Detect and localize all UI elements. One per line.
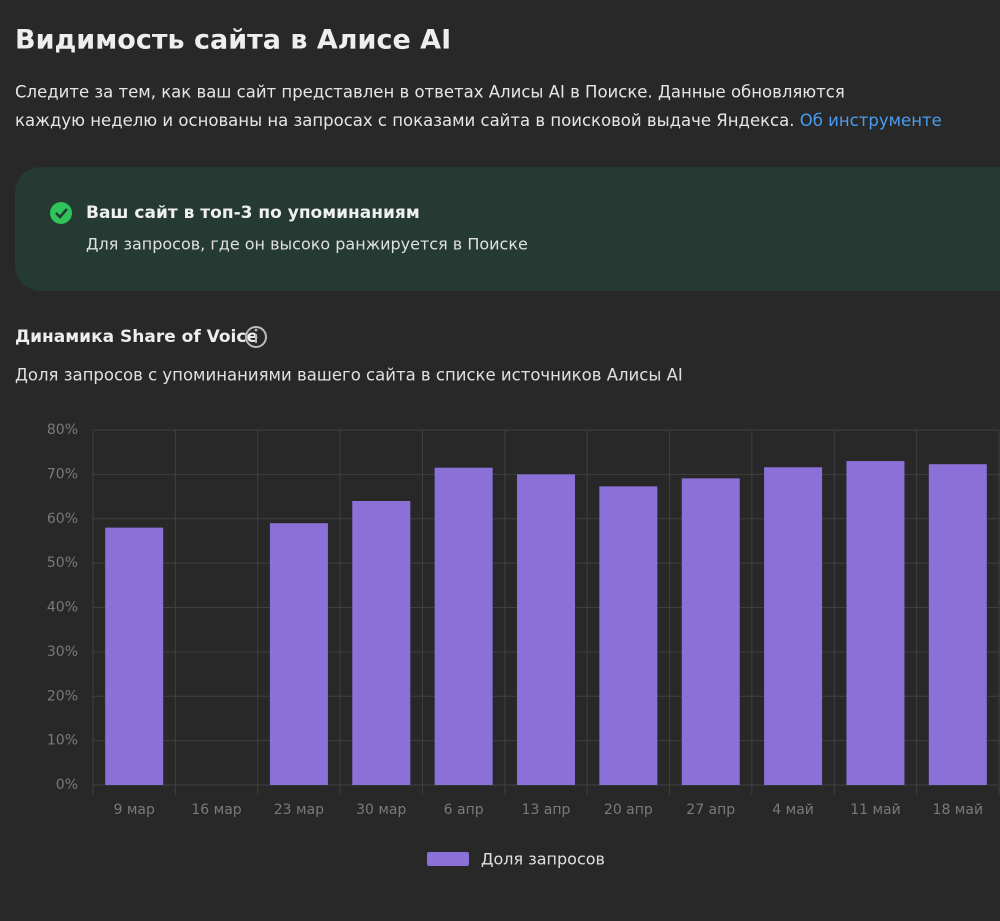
page-title: Видимость сайта в Алисе AI [15, 25, 451, 56]
x-tick-label: 23 мар [274, 802, 324, 818]
x-tick-label: 13 апр [522, 802, 571, 818]
x-tick-label: 20 апр [604, 802, 653, 818]
bar [928, 464, 987, 785]
banner-text: Для запросов, где он высоко ранжируется … [86, 235, 528, 254]
plot: 0% 10% 20% 30% 40% 50% 60% 70% 80% 9 мар 16 мар 23 … [47, 422, 1000, 869]
x-tick-label: 4 май [772, 802, 814, 818]
x-tick-label: 11 май [850, 802, 901, 818]
legend-swatch [427, 852, 469, 866]
y-tick-label: 50% [47, 555, 78, 571]
x-tick-label: 16 мар [191, 802, 241, 818]
x-tick-label: 9 мар [113, 802, 154, 818]
x-tick-label: 27 апр [686, 802, 735, 818]
bar [352, 501, 411, 785]
x-tick-label: 30 мар [356, 802, 406, 818]
info-circle[interactable] [245, 326, 267, 348]
description: каждую неделю и основаны на запросах с п… [15, 111, 942, 130]
y-tick-label: 30% [47, 644, 78, 660]
y-tick-label: 40% [47, 600, 78, 616]
bar [517, 474, 575, 785]
info-dot[interactable] [254, 328, 258, 332]
bar [434, 467, 493, 785]
y-tick-label: 70% [47, 466, 78, 482]
y-tick-label: 80% [47, 422, 78, 438]
bar [681, 478, 740, 785]
link[interactable]: Об инструменте [800, 111, 942, 130]
legend-label: Доля запросов [481, 850, 605, 869]
bar [846, 461, 905, 785]
check-mark [55, 208, 68, 219]
x-tick-label: 18 май [933, 802, 984, 818]
bar [105, 527, 164, 785]
bar [764, 467, 823, 785]
description-text: каждую неделю и основаны на запросах с п… [15, 111, 795, 130]
chart-subtitle: Доля запросов с упоминаниями вашего сайт… [15, 366, 683, 385]
check-icon [50, 202, 72, 224]
banner [15, 167, 1000, 291]
y-tick-label: 10% [47, 733, 78, 749]
chart-title: Динамика Share of Voice [15, 327, 258, 347]
bar [599, 486, 658, 785]
bar [269, 523, 328, 785]
description: Следите за тем, как ваш сайт представлен… [15, 83, 845, 102]
y-tick-label: 20% [47, 688, 78, 704]
y-tick-label: 60% [47, 511, 78, 527]
y-tick-label: 0% [56, 777, 78, 793]
banner-title: Ваш сайт в топ-3 по упоминаниям [86, 203, 420, 223]
x-tick-label: 6 апр [444, 802, 484, 818]
info-icon[interactable] [245, 326, 267, 348]
